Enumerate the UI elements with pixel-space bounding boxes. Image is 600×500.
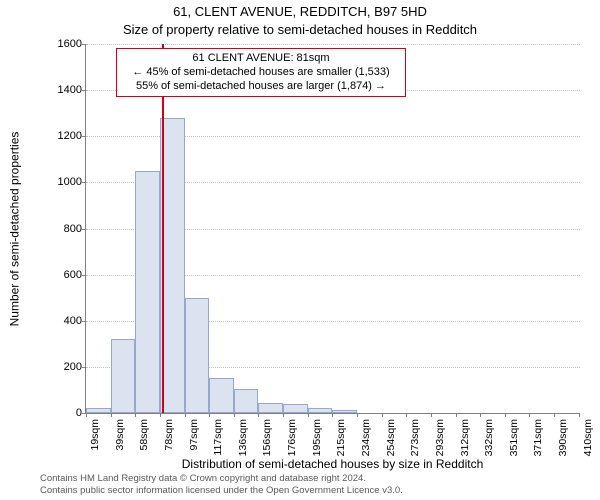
footer-attribution: Contains HM Land Registry data © Crown c…: [40, 473, 580, 496]
histogram-bar: [308, 408, 333, 413]
xtick-label: 58sqm: [138, 419, 150, 467]
chart-container: { "titles": { "line1": "61, CLENT AVENUE…: [0, 0, 600, 500]
chart-title-address: 61, CLENT AVENUE, REDDITCH, B97 5HD: [0, 4, 600, 19]
xtick-mark: [505, 413, 506, 417]
xtick-label: 156sqm: [261, 419, 273, 467]
xtick-label: 351sqm: [508, 419, 520, 467]
footer-line2: Contains public sector information licen…: [40, 485, 580, 496]
xtick-label: 176sqm: [286, 419, 298, 467]
xtick-mark: [357, 413, 358, 417]
y-axis-label: Number of semi-detached properties: [6, 44, 22, 414]
ytick-mark: [82, 229, 86, 230]
ytick-label: 400: [22, 315, 82, 327]
histogram-bar: [332, 410, 357, 413]
y-axis-label-text: Number of semi-detached properties: [7, 132, 21, 327]
annotation-line3: 55% of semi-detached houses are larger (…: [123, 80, 399, 94]
xtick-mark: [308, 413, 309, 417]
ytick-label: 200: [22, 361, 82, 373]
xtick-mark: [111, 413, 112, 417]
property-marker-line: [162, 44, 164, 413]
xtick-label: 195sqm: [311, 419, 323, 467]
annotation-line2: ← 45% of semi-detached houses are smalle…: [123, 66, 399, 80]
chart-title-desc: Size of property relative to semi-detach…: [0, 22, 600, 37]
histogram-bar: [86, 408, 111, 413]
ytick-mark: [82, 90, 86, 91]
plot-area: 61 CLENT AVENUE: 81sqm ← 45% of semi-det…: [85, 44, 580, 414]
xtick-mark: [554, 413, 555, 417]
xtick-label: 410sqm: [582, 419, 594, 467]
xtick-mark: [234, 413, 235, 417]
ytick-mark: [82, 182, 86, 183]
xtick-mark: [406, 413, 407, 417]
xtick-mark: [258, 413, 259, 417]
xtick-mark: [382, 413, 383, 417]
xtick-label: 117sqm: [212, 419, 224, 467]
xtick-label: 97sqm: [188, 419, 200, 467]
ytick-label: 0: [22, 407, 82, 419]
ytick-label: 1000: [22, 176, 82, 188]
xtick-label: 371sqm: [532, 419, 544, 467]
xtick-label: 39sqm: [114, 419, 126, 467]
xtick-mark: [135, 413, 136, 417]
xtick-label: 234sqm: [360, 419, 372, 467]
histogram-bar: [111, 339, 136, 413]
annotation-box: 61 CLENT AVENUE: 81sqm ← 45% of semi-det…: [116, 48, 406, 97]
histogram-bar: [234, 389, 259, 413]
ytick-mark: [82, 136, 86, 137]
xtick-mark: [185, 413, 186, 417]
ytick-mark: [82, 44, 86, 45]
xtick-mark: [209, 413, 210, 417]
ytick-mark: [82, 367, 86, 368]
xtick-mark: [480, 413, 481, 417]
xtick-label: 273sqm: [409, 419, 421, 467]
xtick-label: 293sqm: [434, 419, 446, 467]
xtick-label: 19sqm: [89, 419, 101, 467]
footer-line1: Contains HM Land Registry data © Crown c…: [40, 473, 580, 484]
xtick-label: 390sqm: [557, 419, 569, 467]
xtick-mark: [431, 413, 432, 417]
ytick-mark: [82, 321, 86, 322]
xtick-label: 332sqm: [483, 419, 495, 467]
xtick-mark: [86, 413, 87, 417]
gridline-h: [86, 44, 580, 45]
ytick-label: 800: [22, 223, 82, 235]
xtick-mark: [529, 413, 530, 417]
xtick-label: 254sqm: [385, 419, 397, 467]
x-axis-label: Distribution of semi-detached houses by …: [85, 457, 580, 471]
ytick-label: 1600: [22, 38, 82, 50]
xtick-mark: [283, 413, 284, 417]
xtick-mark: [579, 413, 580, 417]
ytick-mark: [82, 275, 86, 276]
histogram-bar: [185, 298, 210, 413]
xtick-label: 312sqm: [459, 419, 471, 467]
xtick-mark: [456, 413, 457, 417]
histogram-bar: [135, 171, 160, 413]
ytick-label: 600: [22, 269, 82, 281]
ytick-label: 1200: [22, 130, 82, 142]
xtick-label: 78sqm: [163, 419, 175, 467]
annotation-line1: 61 CLENT AVENUE: 81sqm: [123, 52, 399, 66]
histogram-bar: [258, 403, 283, 413]
histogram-bar: [283, 404, 308, 413]
xtick-mark: [332, 413, 333, 417]
xtick-label: 136sqm: [237, 419, 249, 467]
ytick-label: 1400: [22, 84, 82, 96]
histogram-bar: [209, 378, 234, 413]
xtick-label: 215sqm: [335, 419, 347, 467]
xtick-mark: [160, 413, 161, 417]
